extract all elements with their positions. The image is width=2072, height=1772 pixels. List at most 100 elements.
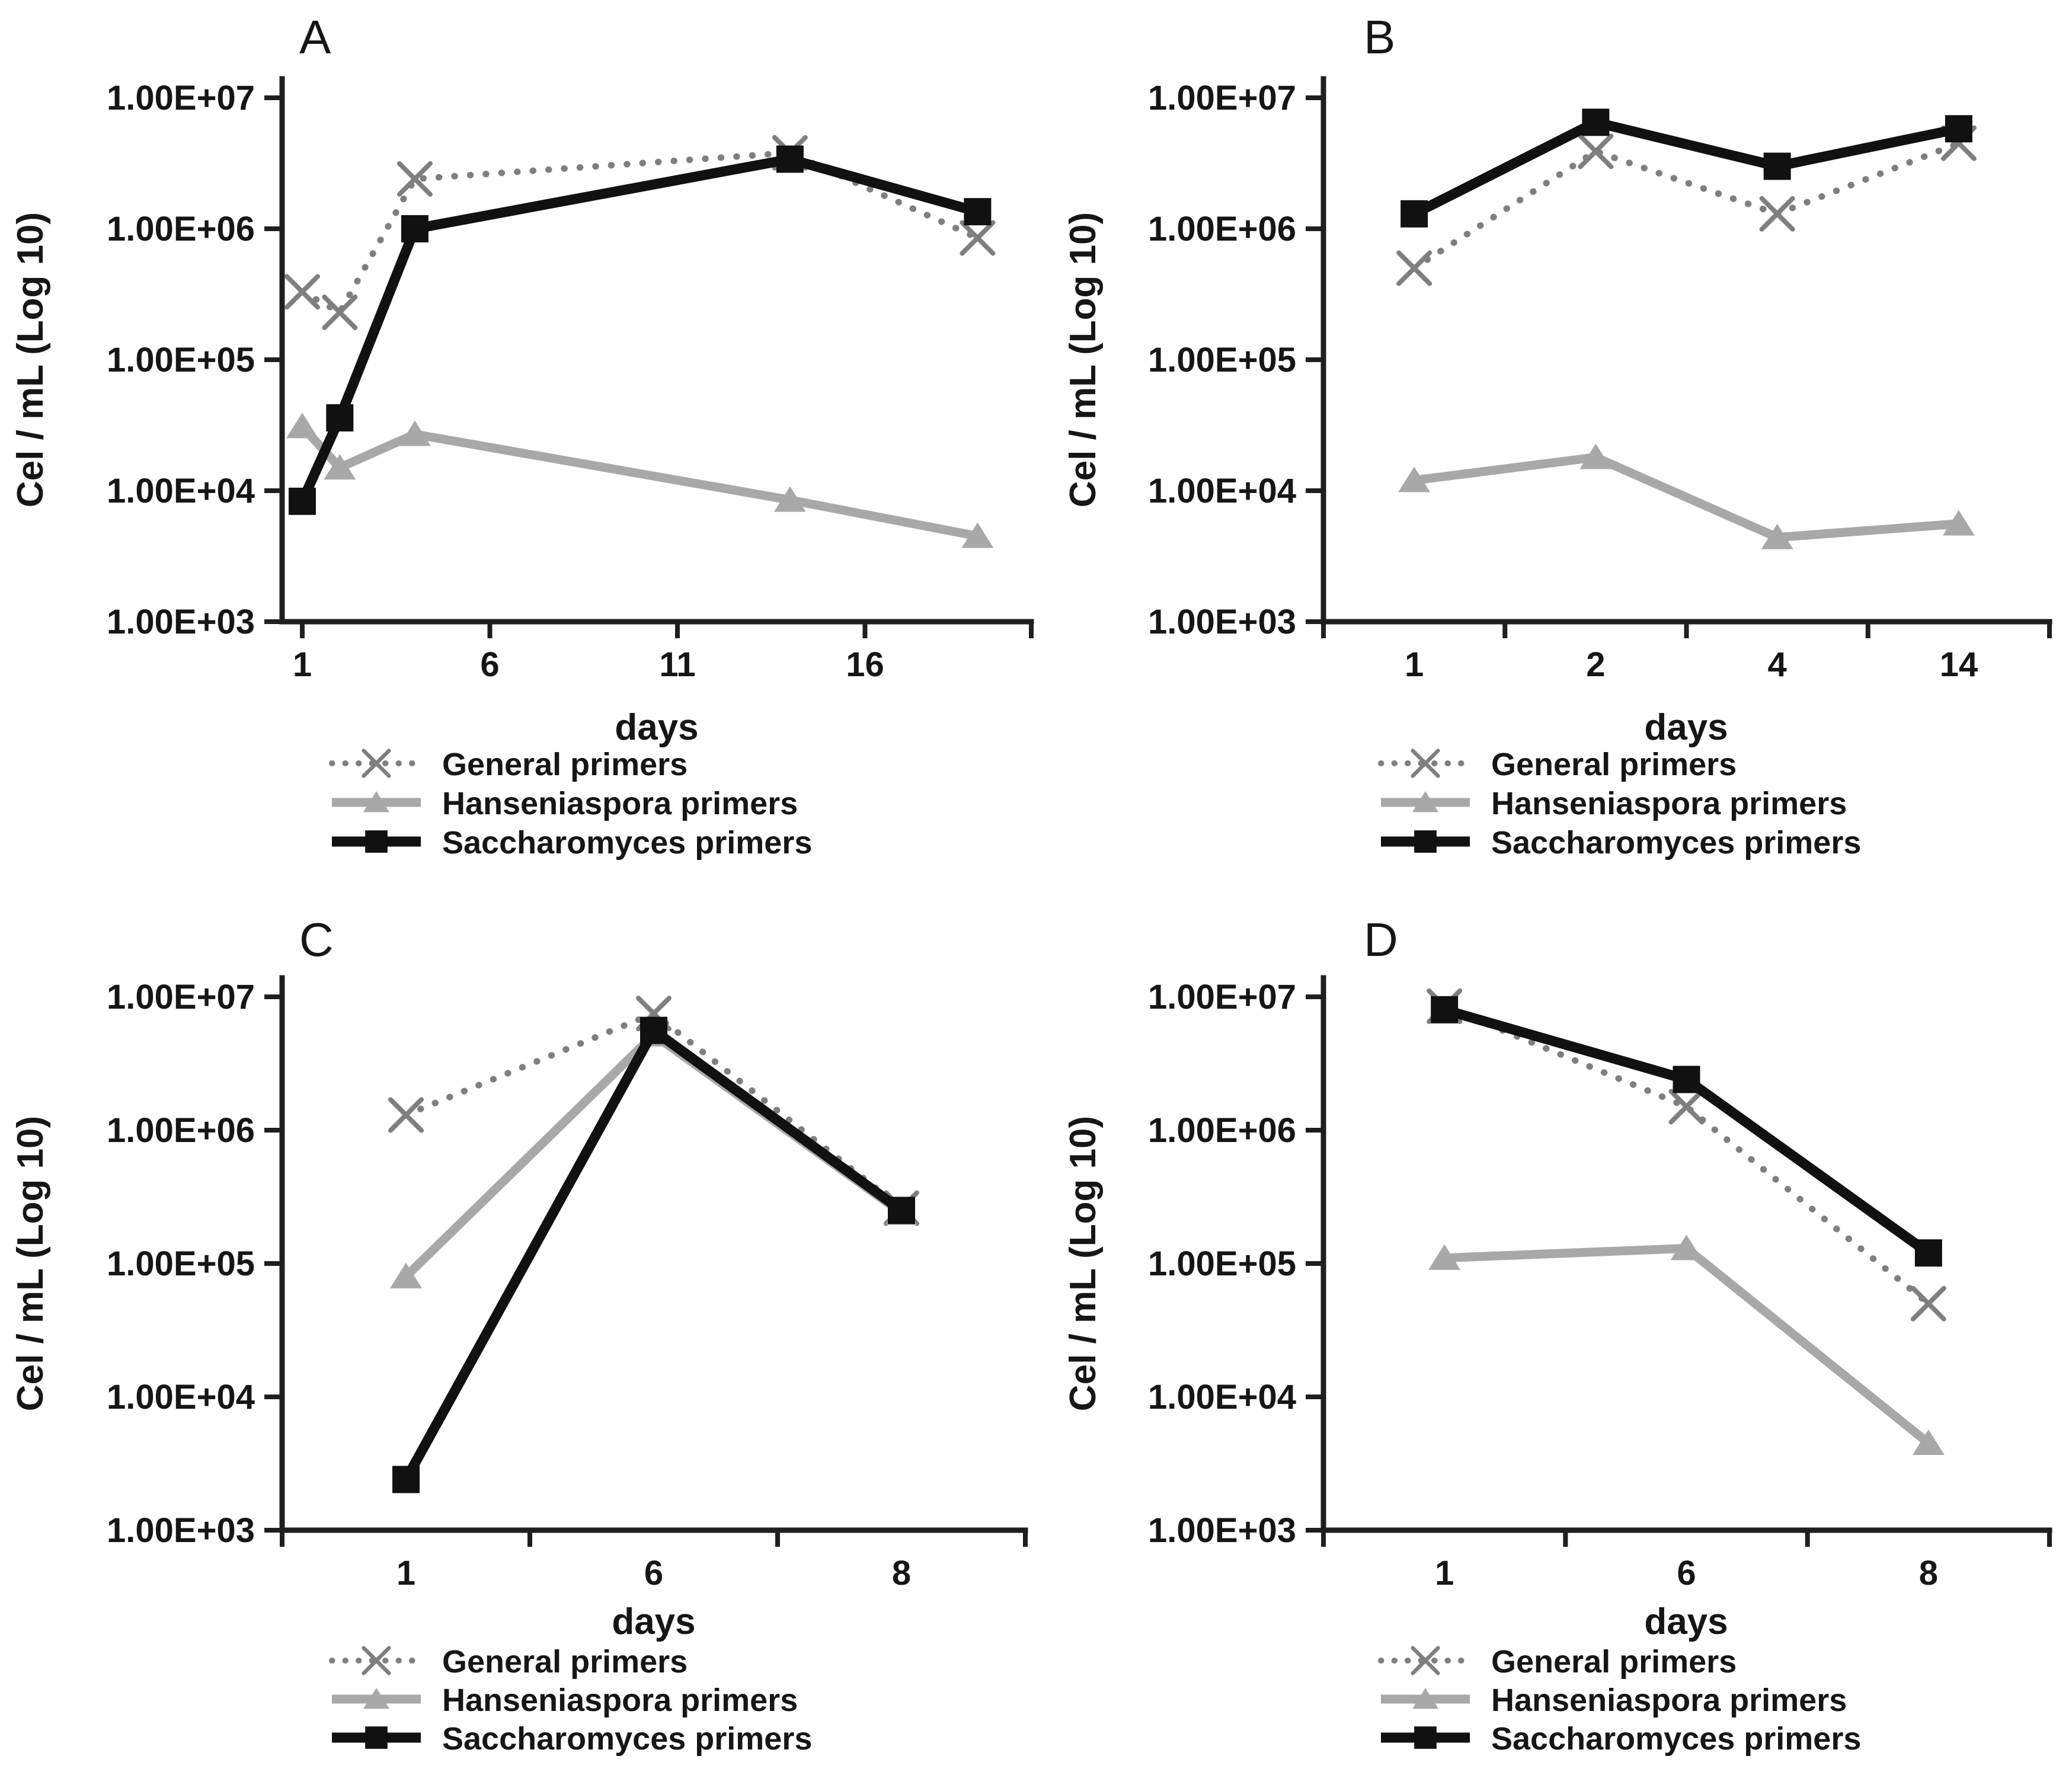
legend-marker-hanseniaspora-primers bbox=[1381, 1688, 1470, 1709]
series-line bbox=[299, 149, 981, 317]
x-tick-label: 1 bbox=[397, 1554, 415, 1592]
legend-label-general-primers: General primers bbox=[442, 1644, 688, 1680]
legend-marker-saccharomyces-primers bbox=[332, 1726, 421, 1749]
legend-d: General primers Hanseniaspora primers Sa… bbox=[1378, 1644, 1861, 1757]
legend-marker-general-primers bbox=[329, 1646, 424, 1675]
marker-triangle bbox=[1579, 443, 1612, 469]
legend-c: General primers Hanseniaspora primers Sa… bbox=[329, 1644, 812, 1757]
series-line bbox=[1444, 1243, 1932, 1447]
y-tick-label: 1.00E+07 bbox=[107, 79, 255, 117]
series-hanseniaspora bbox=[1428, 1234, 1945, 1456]
panel-d: D Cel / mL (Log 10) days 1.00E+07 1.00E+0… bbox=[1036, 886, 2072, 1772]
y-tick-label: 1.00E+03 bbox=[107, 1511, 255, 1550]
marker-x bbox=[960, 220, 996, 256]
legend-b: General primers Hanseniaspora primers Sa… bbox=[1378, 747, 1861, 861]
marker-triangle bbox=[390, 1262, 422, 1288]
marker-square bbox=[776, 145, 804, 173]
series-general bbox=[1427, 988, 1946, 1322]
series-hanseniaspora bbox=[1398, 443, 1975, 549]
x-tick-label: 6 bbox=[480, 645, 499, 684]
x-tick-label: 8 bbox=[892, 1554, 911, 1592]
marker-triangle bbox=[1670, 1234, 1703, 1261]
y-tick-label: 1.00E+04 bbox=[1148, 472, 1296, 510]
series-saccharomyces bbox=[1400, 108, 1972, 228]
plot-area-d: 1.00E+07 1.00E+06 1.00E+05 1.00E+04 1.00E+03… bbox=[1148, 975, 2052, 1592]
marker-square bbox=[289, 487, 316, 515]
marker-x bbox=[1910, 1285, 1946, 1322]
panel-b: B Cel / mL (Log 10) days 1.00E+07 1.00E+0… bbox=[1036, 0, 2072, 886]
legend-marker-hanseniaspora-primers bbox=[1381, 791, 1470, 813]
x-tick-label: 8 bbox=[1919, 1554, 1938, 1592]
panel-letter-a: A bbox=[299, 11, 331, 63]
series-line bbox=[298, 153, 979, 504]
x-tick-label: 11 bbox=[659, 645, 695, 684]
legend-label-hanseniaspora-primers: Hanseniaspora primers bbox=[442, 1683, 798, 1718]
marker-square bbox=[1400, 200, 1428, 228]
y-axis-title: Cel / mL (Log 10) bbox=[10, 1116, 51, 1411]
y-tick-label: 1.00E+05 bbox=[107, 1245, 255, 1283]
x-tick-label: 6 bbox=[644, 1554, 663, 1592]
marker-square bbox=[365, 1726, 388, 1749]
y-tick-label: 1.00E+06 bbox=[107, 1111, 255, 1150]
panel-c: C Cel / mL (Log 10) days 1.00E+07 1.00E+0… bbox=[0, 886, 1036, 1772]
legend-marker-general-primers bbox=[329, 749, 424, 778]
panel-d-chart: D Cel / mL (Log 10) days 1.00E+071.00E+0… bbox=[1063, 913, 2052, 1757]
marker-x bbox=[362, 1646, 391, 1675]
y-tick-label: 1.00E+03 bbox=[107, 603, 255, 641]
x-tick-label: 14 bbox=[1940, 645, 1978, 684]
marker-triangle bbox=[773, 486, 806, 512]
marker-triangle bbox=[1398, 466, 1431, 492]
marker-triangle bbox=[1912, 1429, 1945, 1456]
x-axis-title: days bbox=[1644, 707, 1728, 748]
legend-marker-saccharomyces-primers bbox=[1381, 1726, 1470, 1749]
y-tick-label: 1.00E+04 bbox=[107, 472, 255, 510]
y-tick-label: 1.00E+05 bbox=[107, 341, 255, 379]
legend-label-general-primers: General primers bbox=[1491, 1644, 1737, 1680]
axes bbox=[279, 76, 1034, 625]
marker-x bbox=[397, 161, 433, 197]
y-tick-label: 1.00E+04 bbox=[107, 1378, 255, 1416]
x-axis-title: days bbox=[615, 707, 698, 748]
marker-x bbox=[284, 274, 320, 310]
marker-x bbox=[322, 295, 358, 331]
legend-label-saccharomyces-primers: Saccharomyces primers bbox=[442, 1721, 812, 1757]
legend-label-saccharomyces-primers: Saccharomyces primers bbox=[442, 825, 812, 861]
marker-x bbox=[1578, 133, 1614, 169]
marker-square bbox=[964, 198, 992, 226]
marker-square bbox=[1582, 108, 1610, 136]
marker-triangle bbox=[1942, 510, 1975, 536]
series-hanseniaspora bbox=[390, 1021, 917, 1288]
marker-triangle bbox=[1412, 791, 1439, 813]
marker-square bbox=[326, 404, 354, 432]
marker-x bbox=[1396, 250, 1433, 286]
x-tick-label: 1 bbox=[293, 645, 312, 684]
legend-marker-hanseniaspora-primers bbox=[332, 791, 421, 813]
legend-label-general-primers: General primers bbox=[442, 747, 688, 782]
legend-marker-saccharomyces-primers bbox=[1381, 830, 1470, 853]
series-line bbox=[1441, 1003, 1932, 1307]
marker-x bbox=[1759, 196, 1795, 232]
marker-x bbox=[1411, 749, 1440, 778]
x-tick-label: 6 bbox=[1677, 1554, 1696, 1592]
y-tick-label: 1.00E+05 bbox=[1148, 1245, 1296, 1283]
y-axis-title: Cel / mL (Log 10) bbox=[1063, 212, 1104, 507]
y-tick-label: 1.00E+03 bbox=[1148, 603, 1296, 641]
marker-square bbox=[401, 215, 429, 242]
legend-marker-general-primers bbox=[1378, 749, 1473, 778]
marker-triangle bbox=[1412, 1688, 1439, 1709]
panel-a: A Cel / mL (Log 10) days 1.00E+07 1.00E+0… bbox=[0, 0, 1036, 886]
marker-square bbox=[1945, 115, 1972, 143]
marker-triangle bbox=[363, 1688, 390, 1709]
x-tick-label: 1 bbox=[1405, 645, 1424, 684]
marker-square bbox=[1763, 152, 1791, 180]
panel-a-chart: A Cel / mL (Log 10) days 1.00E+071.00E+0… bbox=[10, 11, 1034, 861]
marker-triangle bbox=[1428, 1244, 1461, 1270]
marker-triangle bbox=[324, 454, 356, 480]
marker-triangle bbox=[286, 412, 318, 439]
axes bbox=[279, 975, 1028, 1533]
legend-label-saccharomyces-primers: Saccharomyces primers bbox=[1491, 1721, 1861, 1757]
panel-c-chart: C Cel / mL (Log 10) days 1.00E+071.00E+0… bbox=[10, 913, 1028, 1757]
axes bbox=[1320, 975, 2052, 1533]
series-line bbox=[1414, 452, 1959, 542]
